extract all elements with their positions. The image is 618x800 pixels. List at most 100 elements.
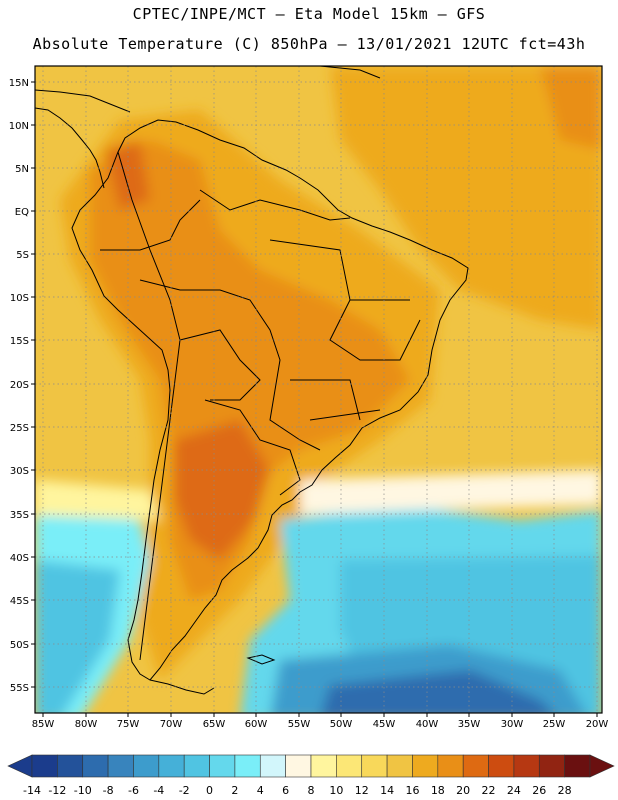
colorbar-tick-label: 4 xyxy=(257,784,264,797)
colorbar-swatch xyxy=(513,754,540,778)
graticule xyxy=(35,66,602,713)
colorbar-swatch xyxy=(564,754,591,778)
lon-label: 80W xyxy=(75,719,98,730)
lat-label: 15S xyxy=(10,336,29,347)
lon-labels: 85W 80W 75W 70W 65W 60W 55W 50W 45W 40W … xyxy=(32,719,609,730)
lon-label: 60W xyxy=(245,719,268,730)
colorbar-swatch xyxy=(538,754,565,778)
colorbar-swatch xyxy=(31,754,58,778)
colorbar-tick-label: -4 xyxy=(153,784,164,797)
lon-label: 55W xyxy=(288,719,311,730)
chart-title-line2: Absolute Temperature (C) 850hPa – 13/01/… xyxy=(32,35,586,53)
colorbar-swatch xyxy=(285,754,312,778)
lat-label: 50S xyxy=(10,640,29,651)
colorbar-tick-label: 28 xyxy=(558,784,572,797)
lat-label: 10N xyxy=(9,121,29,132)
colorbar-swatch xyxy=(209,754,236,778)
colorbar-tick-label: 18 xyxy=(431,784,445,797)
colorbar-swatch xyxy=(57,754,84,778)
lon-label: 85W xyxy=(32,719,55,730)
colorbar-swatch xyxy=(82,754,109,778)
colorbar-tick-label: 8 xyxy=(308,784,315,797)
tierra-del-fuego xyxy=(149,679,215,695)
lon-label: 75W xyxy=(117,719,140,730)
lat-labels: 15N 10N 5N EQ 5S 10S 15S 20S 25S 30S 35S… xyxy=(9,78,29,694)
field-region-chaco-hot xyxy=(175,420,270,560)
border-brazil-north xyxy=(199,189,351,221)
caribbean-coast xyxy=(35,89,131,113)
colorbar-swatch xyxy=(259,754,286,778)
colorbar-tick-label: -14 xyxy=(23,784,41,797)
border-argentina xyxy=(204,399,301,496)
lat-ticks xyxy=(31,81,35,688)
colorbar-tick-label: 14 xyxy=(380,784,394,797)
colorbar-swatch xyxy=(336,754,363,778)
lon-ticks xyxy=(42,713,598,717)
colorbar-tick-label: -8 xyxy=(103,784,114,797)
lon-label: 20W xyxy=(586,719,609,730)
colorbar-tick-label: 20 xyxy=(456,784,470,797)
lat-label: 5S xyxy=(16,250,29,261)
lat-label: 35S xyxy=(10,510,29,521)
lat-label: 45S xyxy=(10,596,29,607)
field-region-atlantic-warm xyxy=(330,66,602,330)
field-region-transition-east xyxy=(300,470,602,515)
lon-label: 30W xyxy=(501,719,524,730)
colorbar-tick-label: 2 xyxy=(231,784,238,797)
colorbar-tick-label: 16 xyxy=(405,784,419,797)
map-frame xyxy=(34,65,603,714)
lat-label: 40S xyxy=(10,553,29,564)
colorbar-tick-label: 10 xyxy=(329,784,343,797)
lat-label: 30S xyxy=(10,466,29,477)
lon-label: 65W xyxy=(203,719,226,730)
colorbar-arrow-low xyxy=(7,754,33,778)
colorbar-swatch xyxy=(437,754,464,778)
colorbar-tick-label: 24 xyxy=(507,784,521,797)
lat-label: 10S xyxy=(10,293,29,304)
colorbar-swatch xyxy=(310,754,337,778)
lon-label: 25W xyxy=(543,719,566,730)
colorbar-tick-label: 22 xyxy=(482,784,496,797)
colorbar-tick-label: -12 xyxy=(48,784,66,797)
field-region-atlantic-hot xyxy=(540,66,602,150)
border-bolivia xyxy=(179,329,261,401)
lat-label: 25S xyxy=(10,423,29,434)
lon-label: 70W xyxy=(160,719,183,730)
field-region-transition-west xyxy=(35,480,160,520)
colorbar-swatch xyxy=(462,754,489,778)
colorbar-tick-label: 6 xyxy=(282,784,289,797)
colorbar-tick-label: 12 xyxy=(355,784,369,797)
field-region-coldest xyxy=(322,670,553,713)
lat-label: EQ xyxy=(15,207,29,218)
south-america-coast xyxy=(71,119,469,681)
lat-label: 20S xyxy=(10,380,29,391)
border-andes xyxy=(117,151,181,661)
colorbar-swatch xyxy=(158,754,185,778)
lat-label: 55S xyxy=(10,683,29,694)
falklands xyxy=(246,654,276,665)
colorbar-tick-label: -2 xyxy=(179,784,190,797)
colorbar-tick-label: -10 xyxy=(74,784,92,797)
colorbar-swatch xyxy=(234,754,261,778)
colorbar-swatch xyxy=(361,754,388,778)
colorbar-arrow-high xyxy=(589,754,615,778)
colorbar-tick-label: 0 xyxy=(206,784,213,797)
field-region-pacific-cold xyxy=(35,560,120,713)
lon-label: 40W xyxy=(416,719,439,730)
border-brazil-states xyxy=(269,239,421,421)
colorbar-swatch xyxy=(386,754,413,778)
cuba-island xyxy=(319,66,381,79)
lat-label: 5N xyxy=(15,164,29,175)
lon-label: 35W xyxy=(458,719,481,730)
lon-label: 50W xyxy=(330,719,353,730)
colorbar-swatch xyxy=(412,754,439,778)
border-peru-colombia xyxy=(100,199,201,251)
colorbar-swatch xyxy=(488,754,515,778)
colorbar-swatch xyxy=(183,754,210,778)
chart-title-line1: CPTEC/INPE/MCT – Eta Model 15km – GFS xyxy=(132,5,486,23)
lat-label: 15N xyxy=(9,78,29,89)
temperature-field xyxy=(35,66,602,713)
colorbar-tick-label: -6 xyxy=(128,784,139,797)
colorbar-swatch xyxy=(133,754,160,778)
